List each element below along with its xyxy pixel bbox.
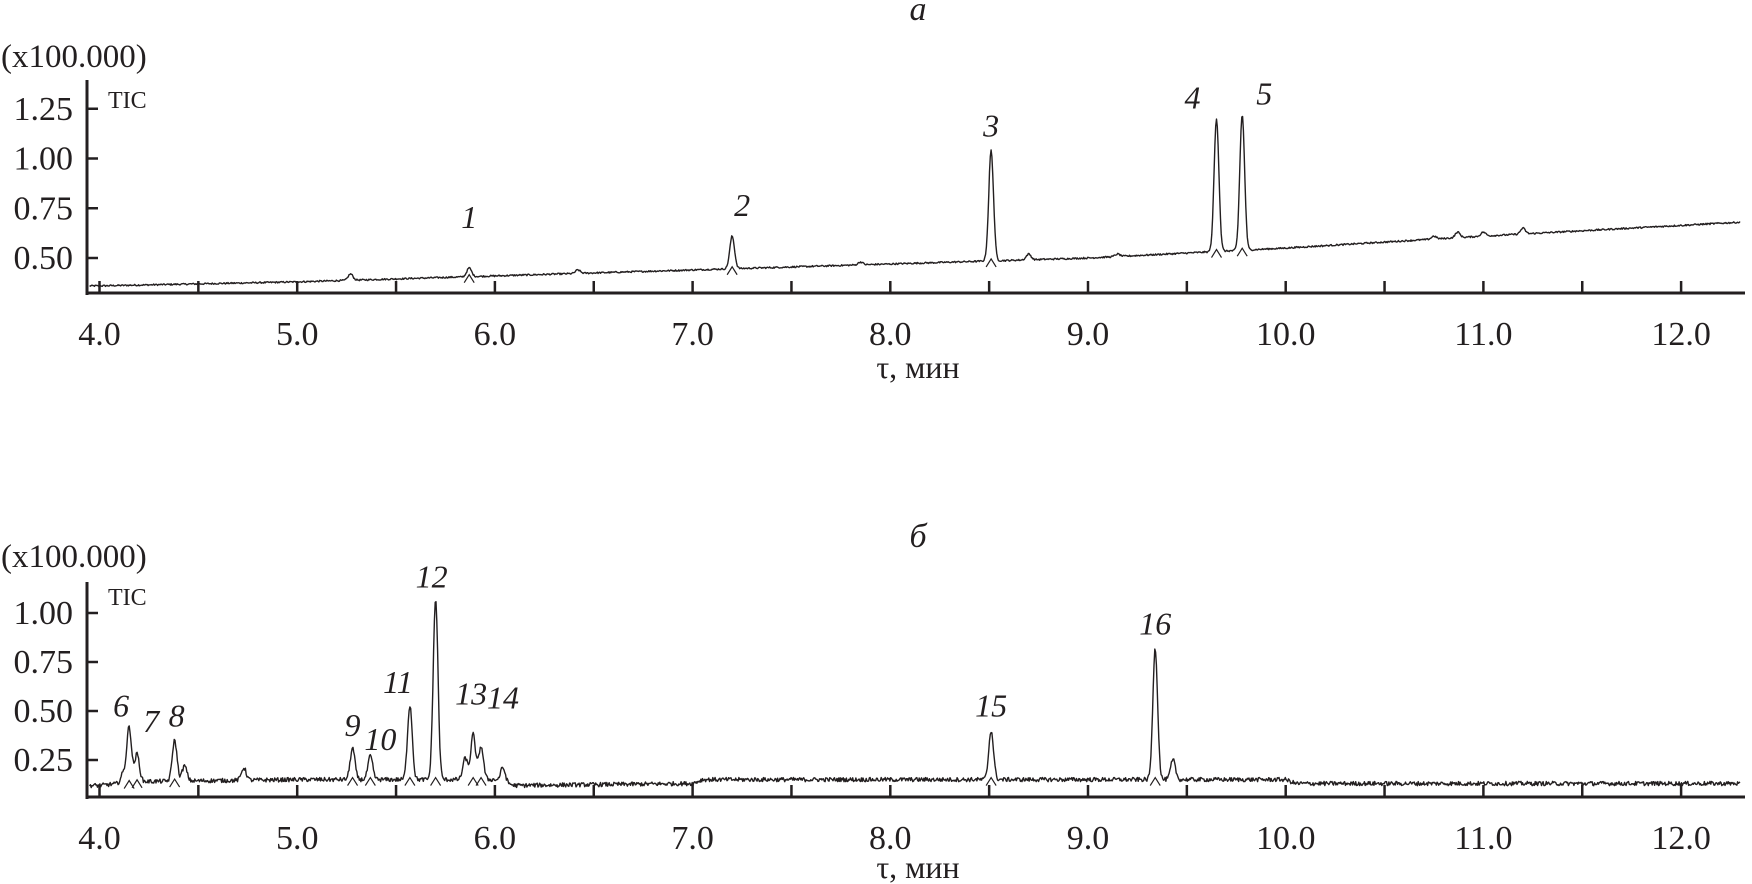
peak-label: 11	[383, 664, 413, 700]
peak-start-marker	[347, 776, 359, 786]
peak-label: 15	[975, 688, 1007, 724]
peak-label: 2	[734, 187, 750, 223]
y-multiplier-label: (x100.000)	[1, 539, 147, 575]
x-tick-label: 7.0	[671, 316, 714, 353]
peak-start-marker	[364, 776, 376, 786]
peak-start-marker	[726, 265, 738, 276]
panel-label: а	[910, 0, 927, 28]
peak-label: 12	[416, 558, 448, 594]
peak-label: 3	[982, 108, 999, 144]
peak-label: 1	[461, 199, 477, 235]
x-tick-label: 8.0	[869, 820, 912, 857]
y-tick-label: 0.50	[14, 693, 74, 730]
x-tick-label: 4.0	[78, 316, 121, 353]
peak-start-marker	[123, 779, 135, 789]
x-tick-label: 7.0	[671, 820, 714, 857]
peak-start-marker	[404, 776, 416, 786]
y-tick-label: 0.25	[14, 742, 74, 779]
x-tick-label: 4.0	[78, 820, 121, 857]
y-tick-label: 0.75	[14, 190, 74, 227]
y-tick-label: 1.00	[14, 595, 74, 632]
chart-panel-a: 4.0 5.0 6.0 7.0 8.0 9.0 10.0 11.0 12.0 0.50 0.75 1.…	[1, 0, 1745, 385]
peak-start-marker	[985, 257, 997, 268]
peak-label: 10	[364, 721, 396, 757]
y-multiplier-label: (x100.000)	[1, 39, 147, 75]
x-tick-label: 5.0	[276, 820, 319, 857]
peak-start-marker	[169, 777, 181, 788]
peak-start-marker	[1149, 776, 1161, 786]
x-tick-label: 9.0	[1067, 820, 1110, 857]
x-tick-label: 12.0	[1651, 820, 1711, 857]
peak-start-marker	[1236, 247, 1248, 257]
peak-label: 5	[1256, 76, 1272, 112]
tic-trace-line	[89, 115, 1741, 288]
x-tick-label: 9.0	[1067, 316, 1110, 353]
x-axis-label: τ, мин	[876, 349, 959, 385]
peak-start-marker	[985, 776, 997, 786]
x-tick-label: 6.0	[474, 820, 517, 857]
tic-trace-line	[89, 601, 1741, 789]
peak-start-marker	[463, 273, 475, 284]
peak-label: 14	[487, 679, 519, 715]
y-tick-label: 0.50	[14, 240, 74, 277]
series-label: TIC	[108, 88, 147, 114]
peak-start-marker	[430, 776, 442, 786]
peak-label: 16	[1139, 605, 1171, 641]
x-axis-label: τ, мин	[876, 849, 959, 884]
chart-panel-b: 4.0 5.0 6.0 7.0 8.0 9.0 10.0 11.0 12.0 0.25 0.50 0.…	[1, 518, 1745, 884]
peak-label: 9	[345, 707, 361, 743]
peak-label: 4	[1185, 80, 1201, 116]
peak-start-marker	[475, 776, 487, 786]
x-tick-label: 5.0	[276, 316, 319, 353]
peak-label: 8	[169, 697, 185, 733]
peak-start-marker	[131, 778, 143, 789]
panel-label: б	[909, 518, 928, 555]
x-tick-label: 10.0	[1256, 820, 1316, 857]
series-label: TIC	[108, 585, 147, 611]
x-tick-label: 11.0	[1454, 820, 1512, 857]
peak-label: 7	[143, 703, 161, 739]
y-tick-label: 0.75	[14, 644, 74, 681]
peak-start-marker	[467, 776, 479, 786]
x-tick-label: 10.0	[1256, 316, 1316, 353]
y-tick-label: 1.25	[14, 91, 74, 128]
x-tick-label: 6.0	[474, 316, 517, 353]
peak-start-marker	[1211, 248, 1223, 258]
peak-label: 6	[113, 688, 129, 724]
y-tick-label: 1.00	[14, 141, 74, 178]
x-tick-label: 12.0	[1651, 316, 1711, 353]
x-tick-label: 11.0	[1454, 316, 1512, 353]
x-tick-label: 8.0	[869, 316, 912, 353]
peak-label: 13	[455, 676, 487, 712]
